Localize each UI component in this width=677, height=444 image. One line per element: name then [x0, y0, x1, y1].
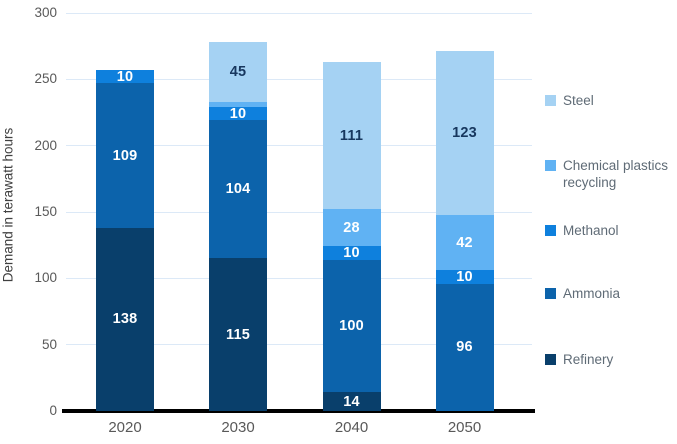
bar-segment-ammonia-2050: 96: [435, 283, 494, 411]
x-axis-label-2020: 2020: [108, 419, 142, 436]
x-axis-label-2050: 2050: [447, 419, 482, 436]
legend-swatch-steel: [545, 95, 556, 106]
legend-swatch-refinery: [545, 354, 556, 365]
gridline-200: [66, 145, 532, 147]
segment-value-label: 115: [226, 326, 250, 343]
legend-swatch-methanol: [545, 225, 556, 236]
segment-value-label: 109: [112, 147, 138, 164]
gridline-100: [66, 277, 532, 279]
y-tick-label-100: 100: [34, 270, 57, 286]
legend-label: Refinery: [563, 352, 614, 367]
legend-item-methanol: Methanol: [545, 222, 619, 239]
legend-item-chemical-plastics-recycling: Chemical plastics recycling: [545, 157, 675, 191]
segment-value-label: 123: [452, 125, 477, 142]
bar-segment-ammonia-2030: 104: [209, 120, 267, 259]
y-tick-label-200: 200: [34, 137, 57, 153]
bar-segment-chemical-plastics-recycling-2040: 28: [322, 209, 381, 247]
segment-value-label: 45: [229, 64, 247, 81]
bar-segment-methanol-2040: 10: [322, 245, 381, 262]
gridline-150: [66, 211, 532, 213]
legend-swatch-chemical-plastics-recycling: [545, 160, 556, 171]
segment-value-label: 10: [116, 68, 134, 85]
bar-segment-steel-2040: 111: [322, 62, 381, 210]
bar-segment-methanol-2020: 10: [96, 68, 154, 85]
segment-value-label: 28: [343, 219, 360, 236]
y-tick-label-150: 150: [34, 204, 57, 219]
bar-segment-ammonia-2020: 109: [96, 83, 154, 228]
x-axis-label-2040: 2040: [334, 419, 369, 436]
legend-item-ammonia: Ammonia: [545, 285, 620, 302]
bar-segment-refinery-2030: 115: [209, 258, 267, 411]
segment-value-label: 100: [339, 318, 364, 335]
y-tick-label-0: 0: [49, 403, 57, 418]
bar-segment-chemical-plastics-recycling-2030: [209, 101, 267, 108]
segment-value-label: 96: [456, 339, 473, 356]
legend-label: Chemical plastics recycling: [563, 158, 669, 190]
legend-item-refinery: Refinery: [545, 351, 613, 368]
bar-segment-methanol-2030: 10: [209, 105, 267, 122]
segment-value-label: 104: [225, 181, 251, 198]
y-tick-label-300: 300: [34, 5, 57, 20]
gridline-300: [66, 12, 532, 14]
legend-item-steel: Steel: [545, 92, 594, 109]
bar-segment-refinery-2020: 138: [96, 227, 154, 411]
gridline-50: [66, 344, 532, 346]
legend-label: Methanol: [563, 223, 619, 238]
y-tick-label-50: 50: [41, 336, 57, 352]
legend-label: Ammonia: [563, 286, 621, 301]
segment-value-label: 10: [343, 245, 360, 262]
bar-segment-chemical-plastics-recycling-2050: 42: [435, 214, 494, 271]
bar-segment-ammonia-2040: 100: [322, 259, 381, 393]
segment-value-label: 10: [456, 269, 473, 285]
bar-segment-steel-2030: 45: [209, 42, 267, 102]
legend-label: Steel: [563, 93, 594, 108]
x-axis-label-2030: 2030: [221, 419, 255, 436]
y-axis-title: Demand in terawatt hours: [0, 127, 16, 283]
x-axis-line: [62, 409, 535, 413]
legend-swatch-ammonia: [545, 288, 556, 299]
y-tick-label-250: 250: [34, 71, 57, 87]
segment-value-label: 14: [343, 393, 360, 410]
bar-segment-steel-2050: 123: [435, 51, 494, 215]
gridline-250: [66, 78, 532, 80]
bar-segment-refinery-2040: 14: [322, 392, 381, 411]
segment-value-label: 138: [112, 311, 138, 328]
bar-segment-methanol-2050: 10: [435, 269, 494, 285]
segment-value-label: 111: [339, 127, 364, 144]
segment-value-label: 10: [229, 105, 247, 122]
segment-value-label: 42: [456, 234, 473, 251]
